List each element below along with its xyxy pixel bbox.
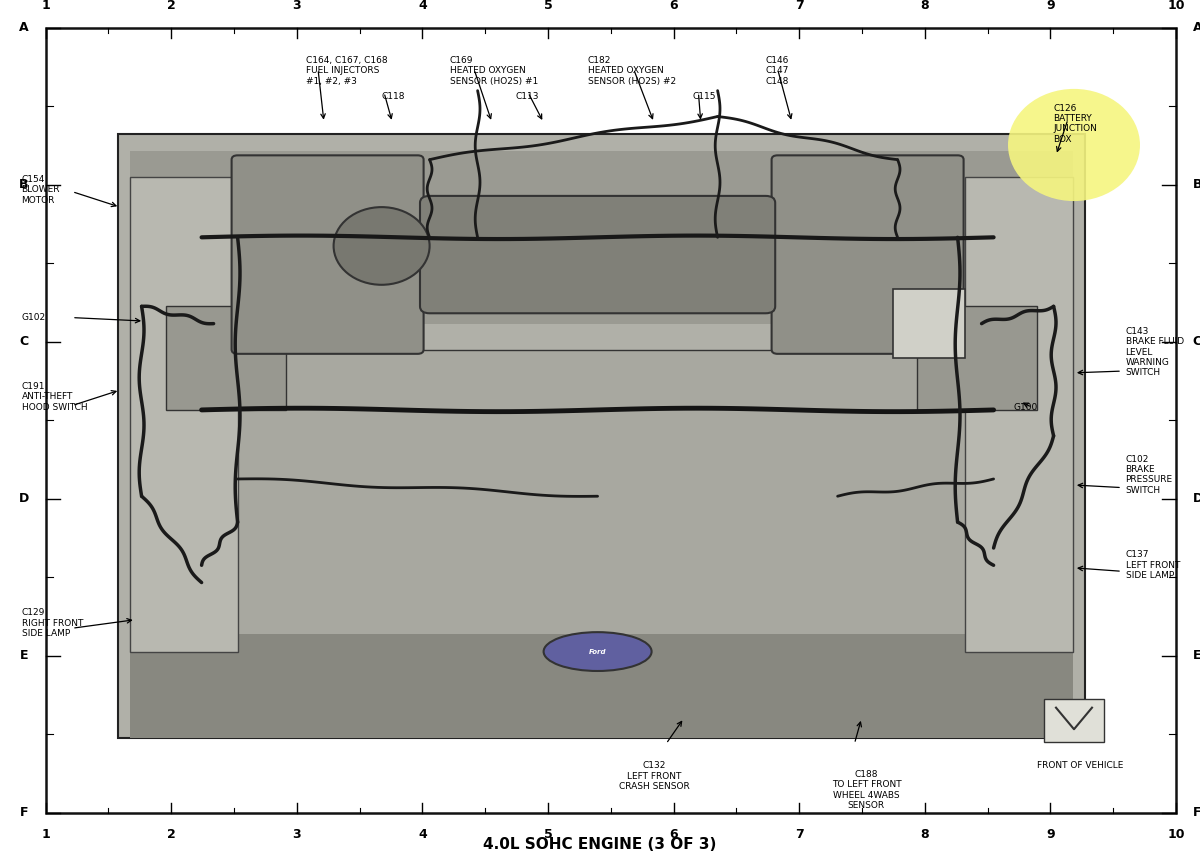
- Bar: [130, 634, 1073, 738]
- Text: C146
C147
C148: C146 C147 C148: [766, 56, 788, 86]
- Text: 4.0L SOHC ENGINE (3 OF 3): 4.0L SOHC ENGINE (3 OF 3): [484, 836, 716, 852]
- Bar: [917, 306, 1037, 410]
- Text: 6: 6: [670, 828, 678, 841]
- Text: 4: 4: [418, 0, 427, 12]
- Text: 2: 2: [167, 828, 175, 841]
- Text: 5: 5: [544, 828, 552, 841]
- Text: C113: C113: [516, 92, 540, 101]
- Text: E: E: [1193, 649, 1200, 663]
- Text: C137
LEFT FRONT
SIDE LAMP: C137 LEFT FRONT SIDE LAMP: [1126, 551, 1180, 580]
- Text: A: A: [19, 21, 29, 35]
- Text: C169
HEATED OXYGEN
SENSOR (HO2S) #1: C169 HEATED OXYGEN SENSOR (HO2S) #1: [450, 56, 539, 86]
- Text: 9: 9: [1046, 0, 1055, 12]
- Text: 1: 1: [41, 0, 50, 12]
- Text: C191
ANTI-THEFT
HOOD SWITCH: C191 ANTI-THEFT HOOD SWITCH: [22, 382, 88, 412]
- Text: C132
LEFT FRONT
CRASH SENSOR: C132 LEFT FRONT CRASH SENSOR: [619, 761, 689, 791]
- Text: 5: 5: [544, 0, 552, 12]
- Bar: [893, 289, 965, 358]
- Text: 8: 8: [920, 0, 929, 12]
- Text: B: B: [1193, 178, 1200, 192]
- Text: 2: 2: [167, 0, 175, 12]
- Text: F: F: [1193, 806, 1200, 820]
- Text: E: E: [20, 649, 29, 663]
- Bar: [118, 134, 1085, 738]
- Bar: [166, 306, 286, 410]
- Text: 8: 8: [920, 828, 929, 841]
- Text: D: D: [18, 492, 29, 506]
- Text: C115: C115: [692, 92, 716, 101]
- Text: 6: 6: [670, 0, 678, 12]
- Text: 7: 7: [794, 828, 804, 841]
- Text: C126
BATTERY
JUNCTION
BOX: C126 BATTERY JUNCTION BOX: [1054, 104, 1098, 144]
- Text: C143
BRAKE FLUID
LEVEL
WARNING
SWITCH: C143 BRAKE FLUID LEVEL WARNING SWITCH: [1126, 327, 1183, 377]
- Text: C102
BRAKE
PRESSURE
SWITCH: C102 BRAKE PRESSURE SWITCH: [1126, 455, 1172, 494]
- Text: C118: C118: [382, 92, 406, 101]
- Text: FRONT OF VEHICLE: FRONT OF VEHICLE: [1037, 761, 1123, 770]
- Bar: [1044, 699, 1104, 742]
- Text: C129
RIGHT FRONT
SIDE LAMP: C129 RIGHT FRONT SIDE LAMP: [22, 608, 83, 638]
- Bar: [130, 151, 1073, 324]
- Text: C164, C167, C168
FUEL INJECTORS
#1, #2, #3: C164, C167, C168 FUEL INJECTORS #1, #2, …: [306, 56, 388, 86]
- Text: C188
TO LEFT FRONT
WHEEL 4WABS
SENSOR: C188 TO LEFT FRONT WHEEL 4WABS SENSOR: [832, 770, 901, 810]
- FancyBboxPatch shape: [232, 155, 424, 354]
- Ellipse shape: [544, 632, 652, 671]
- Bar: [130, 177, 238, 652]
- Text: C: C: [19, 335, 29, 349]
- Text: A: A: [1193, 21, 1200, 35]
- Text: C154
BLOWER
MOTOR: C154 BLOWER MOTOR: [22, 175, 60, 205]
- FancyBboxPatch shape: [772, 155, 964, 354]
- Text: 4: 4: [418, 828, 427, 841]
- Text: F: F: [20, 806, 29, 820]
- Ellipse shape: [1008, 89, 1140, 201]
- Text: 3: 3: [293, 828, 301, 841]
- Text: 9: 9: [1046, 828, 1055, 841]
- Text: 10: 10: [1168, 0, 1184, 12]
- Text: G102: G102: [22, 313, 46, 322]
- Text: C182
HEATED OXYGEN
SENSOR (HO2S) #2: C182 HEATED OXYGEN SENSOR (HO2S) #2: [588, 56, 676, 86]
- Text: C: C: [1193, 335, 1200, 349]
- Ellipse shape: [334, 207, 430, 285]
- Text: 1: 1: [41, 828, 50, 841]
- Text: B: B: [19, 178, 29, 192]
- Text: 10: 10: [1168, 828, 1184, 841]
- Bar: [965, 177, 1073, 652]
- Text: 3: 3: [293, 0, 301, 12]
- Text: 7: 7: [794, 0, 804, 12]
- FancyBboxPatch shape: [420, 196, 775, 313]
- Bar: [202, 350, 1001, 695]
- Text: Ford: Ford: [589, 649, 606, 654]
- Text: G100: G100: [1014, 403, 1038, 412]
- Text: D: D: [1193, 492, 1200, 506]
